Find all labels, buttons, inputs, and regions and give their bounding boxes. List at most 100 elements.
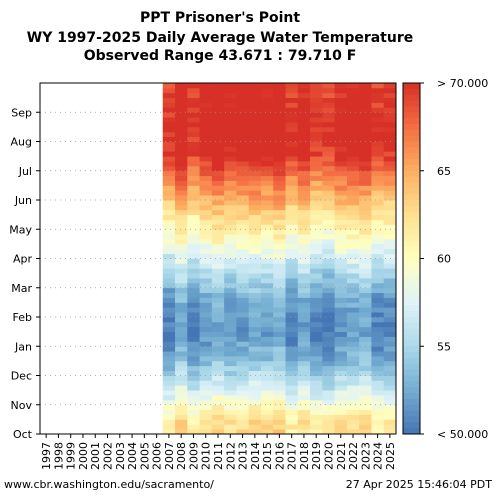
heatmap-cell	[346, 395, 360, 401]
heatmap-cell	[346, 117, 360, 123]
heatmap-cell	[359, 419, 372, 425]
heatmap-cell	[322, 390, 336, 396]
colorbar-step	[403, 170, 420, 178]
heatmap-cell	[199, 248, 213, 255]
heatmap-cell	[273, 190, 286, 196]
heatmap-cell	[224, 112, 237, 118]
heatmap-cell	[248, 170, 262, 177]
heatmap-cell	[248, 126, 262, 133]
heatmap-cell	[322, 375, 336, 381]
heatmap-cell	[322, 385, 336, 391]
heatmap-cell	[297, 97, 311, 103]
heatmap-cell	[175, 156, 188, 162]
heatmap-cell	[334, 375, 348, 381]
heatmap-cell	[322, 399, 336, 406]
heatmap-cell	[260, 346, 274, 352]
heatmap-cell	[297, 351, 311, 357]
heatmap-cell	[224, 136, 237, 142]
heatmap-cell	[248, 239, 262, 245]
heatmap-cell	[297, 263, 311, 269]
heatmap-cell	[322, 409, 336, 415]
heatmap-cell	[346, 122, 360, 128]
heatmap-cell	[187, 117, 200, 123]
heatmap-cell	[346, 200, 360, 206]
heatmap-cell	[371, 419, 385, 425]
heatmap-cell	[285, 390, 299, 396]
heatmap-cell	[310, 117, 323, 123]
heatmap-cell	[273, 360, 286, 367]
heatmap-cell	[383, 404, 397, 411]
heatmap-cell	[224, 278, 237, 284]
heatmap-cell	[187, 165, 200, 172]
heatmap-cell	[322, 248, 336, 255]
heatmap-cell	[236, 326, 250, 333]
heatmap-cell	[285, 268, 299, 274]
heatmap-cell	[371, 297, 385, 303]
heatmap-cell	[175, 404, 188, 411]
heatmap-cell	[285, 278, 299, 284]
heatmap-cell	[236, 112, 250, 118]
heatmap-cell	[199, 122, 213, 128]
heatmap-cell	[346, 190, 360, 196]
heatmap-cell	[248, 404, 262, 411]
heatmap-cell	[248, 380, 262, 386]
heatmap-cell	[322, 341, 336, 347]
heatmap-cell	[236, 429, 250, 435]
heatmap-cell	[175, 224, 188, 230]
heatmap-cell	[334, 239, 348, 245]
heatmap-cell	[359, 165, 372, 172]
heatmap-cell	[236, 146, 250, 152]
heatmap-cell	[371, 273, 385, 279]
heatmap-cell	[236, 185, 250, 191]
heatmap-cell	[260, 122, 274, 128]
heatmap-cell	[285, 336, 299, 342]
footer-url: www.cbr.washington.edu/sacramento/	[4, 478, 214, 491]
colorbar-step	[403, 112, 420, 119]
heatmap-cell	[383, 360, 397, 367]
heatmap-cell	[224, 200, 237, 206]
heatmap-cell	[310, 161, 323, 167]
heatmap-cell	[224, 321, 237, 328]
heatmap-cell	[224, 170, 237, 177]
heatmap-cell	[346, 351, 360, 357]
heatmap-cell	[199, 175, 213, 181]
heatmap-cell	[260, 414, 274, 420]
heatmap-cell	[322, 136, 336, 142]
heatmap-cell	[359, 180, 372, 186]
heatmap-cell	[310, 273, 323, 279]
heatmap-cell	[285, 112, 299, 118]
heatmap-cell	[187, 180, 200, 186]
heatmap-cell	[224, 292, 237, 298]
heatmap-cell	[346, 136, 360, 142]
heatmap-cell	[359, 87, 372, 94]
colorbar-step	[403, 147, 420, 154]
heatmap-cell	[273, 365, 286, 372]
heatmap-cell	[334, 385, 348, 391]
heatmap-cell	[334, 243, 348, 250]
heatmap-cell	[359, 224, 372, 230]
heatmap-cell	[310, 390, 323, 396]
heatmap-cell	[260, 214, 274, 220]
heatmap-cell	[371, 224, 385, 230]
heatmap-cell	[162, 360, 176, 367]
heatmap-cell	[322, 200, 336, 206]
heatmap-cell	[285, 395, 299, 401]
heatmap-cell	[334, 307, 348, 313]
heatmap-cell	[224, 399, 237, 406]
heatmap-cell	[334, 429, 348, 435]
heatmap-cell	[175, 312, 188, 318]
heatmap-cell	[310, 287, 323, 294]
heatmap-cell	[175, 92, 188, 99]
x-tick-label: 1999	[65, 442, 78, 470]
heatmap-cell	[199, 385, 213, 391]
heatmap-cell	[248, 365, 262, 372]
heatmap-cell	[297, 229, 311, 235]
heatmap-cell	[383, 395, 397, 401]
heatmap-cell	[211, 414, 225, 420]
heatmap-cell	[383, 136, 397, 142]
heatmap-cell	[359, 360, 372, 367]
heatmap-cell	[322, 346, 336, 352]
heatmap-cell	[236, 180, 250, 186]
heatmap-cell	[162, 395, 176, 401]
heatmap-cell	[236, 195, 250, 201]
